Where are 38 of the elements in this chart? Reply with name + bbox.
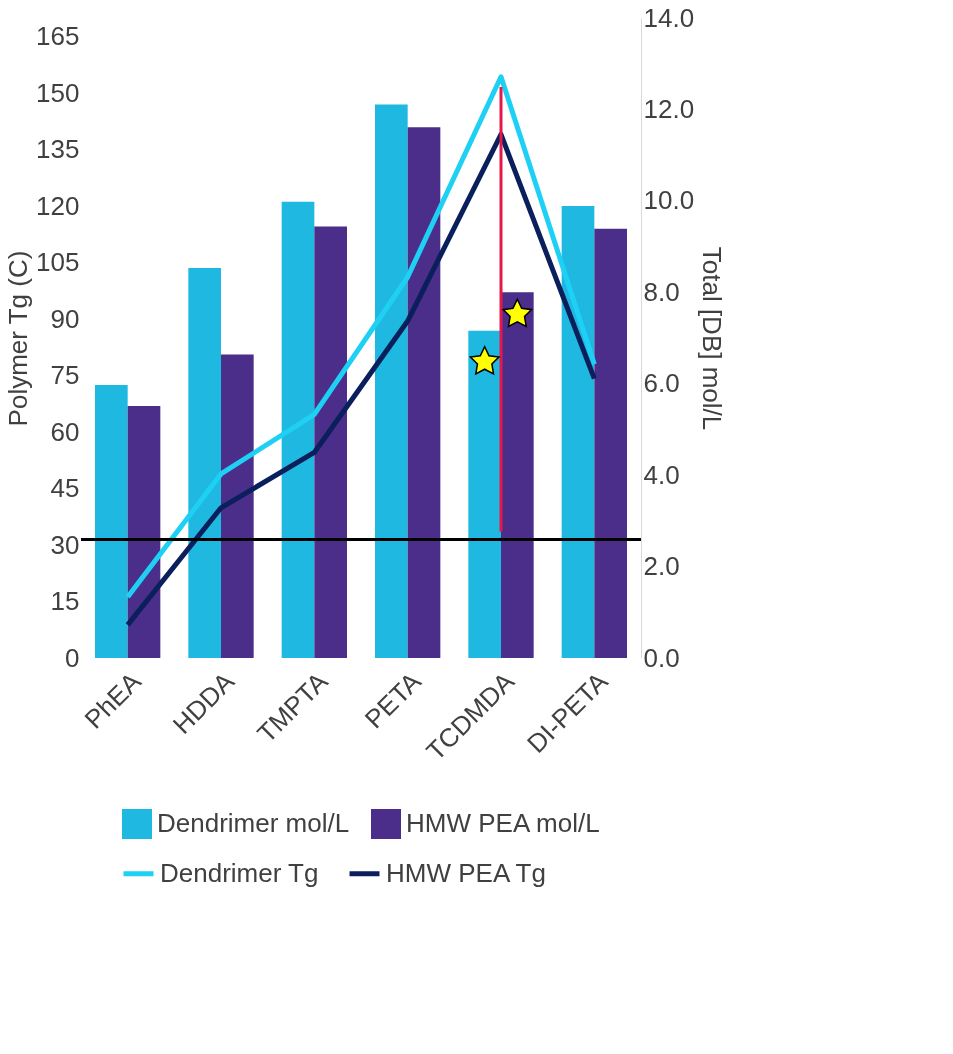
y2-tick-label: 6.0 <box>643 368 680 399</box>
legend-label: HMW PEA mol/L <box>406 808 600 838</box>
y-tick-label: 15 <box>50 586 80 617</box>
bar <box>221 354 254 658</box>
y-tick-label: 150 <box>36 77 80 108</box>
y2-tick-label: 2.0 <box>643 551 680 582</box>
bar <box>468 330 501 658</box>
bar <box>281 201 315 658</box>
legend-label: Dendrimer mol/L <box>157 808 350 838</box>
bar <box>501 292 534 658</box>
y2-tick-label: 8.0 <box>643 276 680 307</box>
bar <box>127 406 161 658</box>
bar <box>95 385 128 658</box>
bar <box>314 226 347 658</box>
y-tick-label: 60 <box>50 416 80 447</box>
y-tick-label: 105 <box>36 247 80 278</box>
bar <box>188 268 221 658</box>
y-tick-label: 90 <box>50 303 80 334</box>
y-tick-label: 45 <box>50 473 80 504</box>
y-tick-label: 75 <box>50 360 80 391</box>
legend-label: Dendrimer Tg <box>160 857 319 888</box>
y2-axis-title: Total [DB] mol/L <box>697 246 728 431</box>
y2-tick-label: 14.0 <box>643 2 695 33</box>
bar <box>594 228 627 658</box>
y-axis-title: Polymer Tg (C) <box>3 250 34 427</box>
y-tick-label: 165 <box>36 21 80 52</box>
y2-tick-label: 4.0 <box>643 459 680 490</box>
y-tick-label: 135 <box>36 134 80 165</box>
bar <box>375 104 408 658</box>
y2-tick-label: 12.0 <box>643 93 695 124</box>
bar <box>561 205 595 658</box>
y-tick-label: 120 <box>36 190 80 221</box>
y-tick-label: 0 <box>65 642 80 673</box>
bar <box>407 127 441 658</box>
y2-tick-label: 0.0 <box>643 642 680 673</box>
y-tick-label: 30 <box>50 529 80 560</box>
y2-tick-label: 10.0 <box>643 185 695 216</box>
legend-label: HMW PEA Tg <box>386 857 546 888</box>
